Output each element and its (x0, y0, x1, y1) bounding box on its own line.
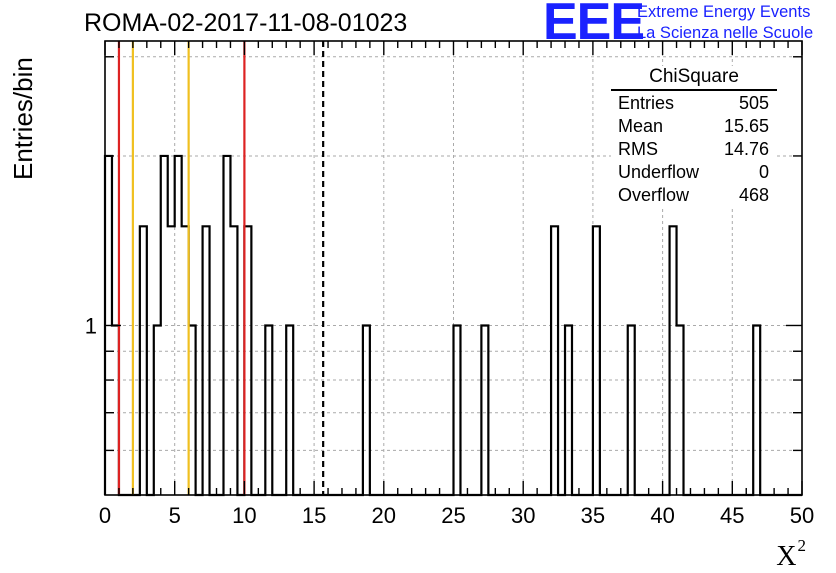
logo-line-2: La Scienza nelle Scuole (637, 24, 814, 42)
x-tick-label: 35 (581, 503, 605, 528)
histogram-bin (593, 226, 600, 495)
stats-box-title: ChiSquare (611, 66, 777, 91)
histogram-bin (286, 325, 293, 495)
stats-row-entries: Entries 505 (611, 92, 777, 115)
stats-value: 15.65 (723, 116, 769, 136)
histogram-bin (168, 226, 175, 495)
x-tick-label: 10 (232, 503, 256, 528)
histogram-bin (551, 226, 558, 495)
histogram-bin (175, 156, 182, 495)
stats-value: 468 (738, 185, 769, 205)
y-tick-label: 1 (85, 313, 97, 338)
histogram-bin (265, 325, 272, 495)
stats-rows: Entries 505 Mean 15.65 RMS 14.76 Underflow 0 Ove… (611, 92, 777, 207)
histogram-bin (223, 156, 230, 495)
stats-value: 505 (738, 93, 769, 113)
stats-row-rms: RMS 14.76 (611, 138, 777, 161)
stats-label: RMS (618, 139, 658, 159)
stats-label: Mean (618, 116, 664, 136)
logo-line-1: Extreme Energy Events (637, 3, 811, 21)
stats-label: Overflow (618, 185, 690, 205)
stats-label: Entries (618, 93, 675, 113)
stats-row-overflow: Overflow 468 (611, 184, 777, 207)
x-tick-label: 40 (650, 503, 674, 528)
x-tick-label: 45 (720, 503, 744, 528)
stats-value: 0 (758, 162, 769, 182)
x-tick-label: 25 (441, 503, 465, 528)
histogram-bin (454, 325, 461, 495)
histogram-bin (628, 325, 635, 495)
histogram-bin (154, 325, 161, 495)
x-tick-label: 30 (511, 503, 535, 528)
x-tick-label: 5 (169, 503, 181, 528)
histogram-bin (363, 325, 370, 495)
histogram-bin (161, 156, 168, 495)
stats-row-mean: Mean 15.65 (611, 115, 777, 138)
histogram-bin (140, 226, 147, 495)
stats-row-underflow: Underflow 0 (611, 161, 777, 184)
x-tick-label: 20 (372, 503, 396, 528)
x-axis-label: X2 (776, 536, 806, 572)
histogram-bin (677, 325, 684, 495)
x-tick-label: 15 (302, 503, 326, 528)
histogram-bin (565, 325, 572, 495)
stats-box: ChiSquare Entries 505 Mean 15.65 RMS 14.76 Und… (611, 66, 777, 207)
eee-logo-mark: EEE (543, 0, 645, 51)
x-tick-label: 0 (99, 503, 111, 528)
chart-title: ROMA-02-2017-11-08-01023 (84, 9, 408, 37)
histogram-bin (481, 325, 488, 495)
histogram-bin (670, 226, 677, 495)
x-tick-label: 50 (790, 503, 814, 528)
stats-value: 14.76 (723, 139, 769, 159)
histogram-bin (230, 226, 237, 495)
histogram-bin (203, 226, 210, 495)
stats-label: Underflow (618, 162, 700, 182)
histogram-bin (753, 325, 760, 495)
